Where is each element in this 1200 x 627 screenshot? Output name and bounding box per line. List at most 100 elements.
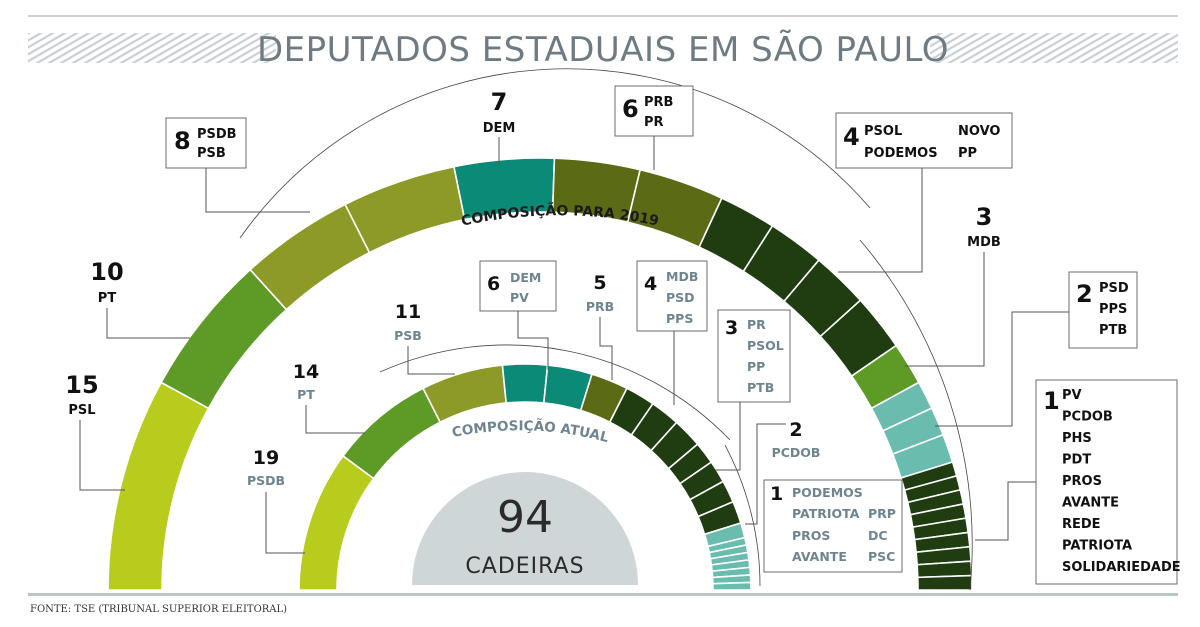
inner-label-box bbox=[763, 479, 903, 573]
outer-label-party: PSD bbox=[1099, 281, 1129, 296]
inner-label-party: PTB bbox=[747, 380, 774, 395]
outer-label-num: 8 bbox=[174, 127, 191, 155]
outer-label-party: PSB bbox=[197, 146, 226, 161]
outer-label-party: PODEMOS bbox=[864, 146, 938, 161]
outer-label-list: PV PCDOB PHS PDT PROS AVANTE REDE PATRIOTA SOLID… bbox=[1062, 388, 1181, 575]
leader-line bbox=[205, 168, 310, 213]
inner-label-num: 19 bbox=[253, 447, 279, 469]
outer-label-party: PP bbox=[958, 146, 977, 161]
inner-label-party: PSOL bbox=[747, 338, 784, 353]
inner-label-party: DC bbox=[868, 528, 888, 543]
inner-guide-arc-right bbox=[724, 444, 761, 587]
inner-label-party: PSB bbox=[394, 328, 422, 343]
leader-line bbox=[599, 317, 613, 380]
seats-label: CADEIRAS bbox=[465, 554, 584, 579]
inner-label-party: PR bbox=[747, 317, 766, 332]
outer-label-box bbox=[1035, 379, 1178, 585]
outer-label-party: PV bbox=[1062, 388, 1082, 403]
inner-label-num: 6 bbox=[487, 273, 500, 295]
outer-label-party: PSDB bbox=[197, 127, 237, 142]
outer-label-party: PTB bbox=[1099, 323, 1127, 338]
leader-line bbox=[407, 346, 455, 375]
seat-segment-8-8 bbox=[916, 574, 973, 591]
outer-label-num: 3 bbox=[976, 203, 993, 231]
inner-label-party: PV bbox=[510, 290, 529, 305]
inner-label-party: PSD bbox=[666, 290, 695, 305]
seat-segment-0-0 bbox=[298, 454, 375, 591]
inner-label-party: PSC bbox=[868, 549, 895, 564]
outer-label-party: DEM bbox=[483, 121, 516, 136]
center-disc bbox=[412, 472, 638, 585]
outer-label-num: 1 bbox=[1043, 387, 1060, 415]
outer-label-party: MDB bbox=[967, 235, 1001, 250]
inner-label-box bbox=[717, 309, 791, 403]
inner-label-party: AVANTE bbox=[792, 549, 847, 564]
inner-label-box bbox=[636, 260, 708, 332]
inner-label-party: PCDOB bbox=[772, 445, 821, 460]
inner-arc-title: COMPOSIÇÃO ATUAL bbox=[451, 418, 611, 447]
outer-label-party: REDE bbox=[1062, 517, 1101, 532]
inner-label-party: PROS bbox=[792, 528, 830, 543]
seat-segment-3-0 bbox=[501, 363, 549, 404]
leader-line bbox=[975, 481, 1036, 541]
outer-guide-arc-right bbox=[859, 239, 973, 591]
outer-label-party: PHS bbox=[1062, 431, 1092, 446]
inner-label-party: PT bbox=[297, 387, 315, 402]
inner-label-num: 4 bbox=[644, 273, 657, 295]
inner-label-party: PSDB bbox=[247, 473, 285, 488]
inner-label-party: PPS bbox=[666, 311, 693, 326]
inner-guide-arc bbox=[379, 344, 731, 441]
inner-label-party: PP bbox=[747, 359, 765, 374]
outer-label-party: PRB bbox=[644, 95, 673, 110]
inner-label-box bbox=[479, 260, 557, 312]
outer-label-num: 2 bbox=[1076, 280, 1093, 308]
outer-label-party: PSL bbox=[68, 403, 95, 418]
outer-label-party: PPS bbox=[1099, 302, 1127, 317]
inner-label-party: DEM bbox=[510, 270, 541, 285]
seats-number: 94 bbox=[497, 492, 553, 543]
bottom-rule bbox=[28, 593, 1178, 596]
outer-label-num: 6 bbox=[622, 95, 639, 123]
outer-label-box bbox=[165, 117, 247, 169]
inner-label-num: 11 bbox=[395, 301, 421, 323]
outer-label-party: SOLIDARIEDADE bbox=[1062, 560, 1181, 575]
outer-label-party: AVANTE bbox=[1062, 496, 1119, 511]
outer-label-num: 15 bbox=[65, 371, 98, 399]
outer-ring bbox=[107, 157, 973, 591]
outer-guide-arc bbox=[239, 68, 871, 239]
outer-label-party: NOVO bbox=[958, 124, 1000, 139]
seat-segment-1-0 bbox=[160, 268, 288, 410]
inner-label-party: PRB bbox=[586, 299, 614, 314]
outer-label-party: PT bbox=[98, 291, 117, 306]
leader-line bbox=[935, 311, 1069, 427]
inner-label-num: 5 bbox=[593, 272, 606, 294]
outer-label-box bbox=[1068, 271, 1138, 349]
leader-line bbox=[905, 252, 985, 367]
outer-label-num: 4 bbox=[843, 123, 860, 151]
inner-label-party: PATRIOTA bbox=[792, 506, 860, 521]
inner-ring bbox=[298, 363, 752, 591]
inner-label-num: 3 bbox=[725, 317, 738, 339]
leader-line bbox=[265, 492, 305, 554]
outer-label-party: PR bbox=[644, 115, 664, 130]
outer-label-party: PSOL bbox=[864, 124, 902, 139]
leader-line bbox=[106, 308, 190, 339]
title-hatch-left bbox=[28, 33, 276, 63]
leader-line bbox=[715, 402, 741, 471]
outer-label-num: 7 bbox=[491, 88, 508, 116]
inner-label-party: PODEMOS bbox=[792, 485, 863, 500]
inner-label-num: 1 bbox=[770, 483, 783, 505]
leader-line bbox=[305, 405, 365, 434]
seat-segment-2-1 bbox=[344, 165, 466, 254]
seat-segment-0-0 bbox=[107, 381, 210, 591]
outer-label-box bbox=[835, 112, 1013, 169]
outer-label-party: PCDOB bbox=[1062, 410, 1113, 425]
outer-label-num: 10 bbox=[90, 258, 123, 286]
outer-label-party: PROS bbox=[1062, 474, 1102, 489]
inner-label-num: 2 bbox=[789, 419, 802, 441]
inner-label-party: PRP bbox=[868, 506, 896, 521]
leader-line bbox=[79, 420, 125, 491]
outer-label-party: PATRIOTA bbox=[1062, 539, 1132, 554]
seat-segment-8-6 bbox=[712, 581, 752, 591]
